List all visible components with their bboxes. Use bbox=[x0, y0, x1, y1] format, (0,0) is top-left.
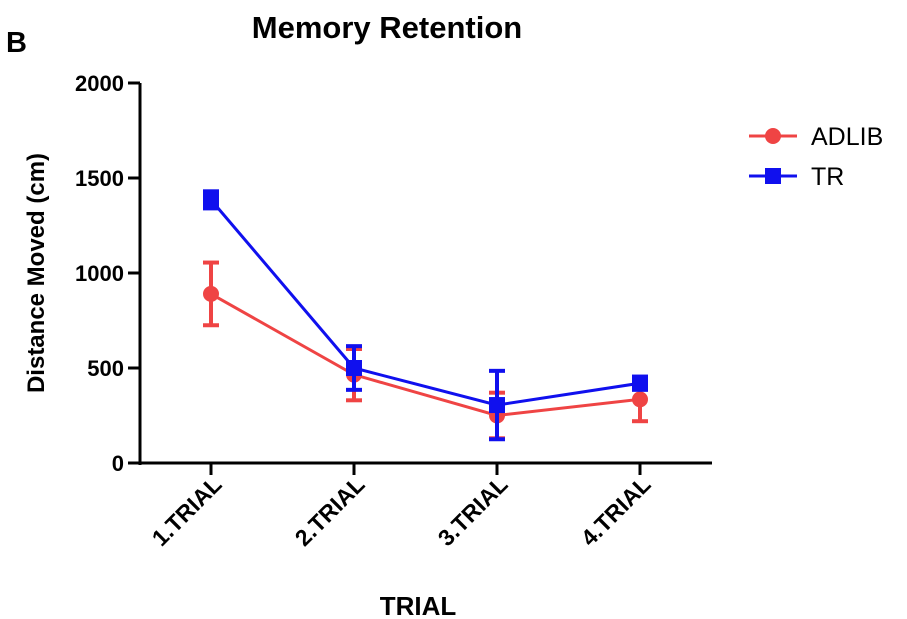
y-axis: 0 500 1000 1500 2000 bbox=[75, 71, 142, 476]
legend-item-tr: TR bbox=[749, 163, 844, 191]
series-line-adlib bbox=[210, 292, 641, 418]
y-tick-label: 2000 bbox=[75, 71, 124, 96]
y-tick-label: 1000 bbox=[75, 261, 124, 286]
y-tick-label: 1500 bbox=[75, 166, 124, 191]
series-adlib bbox=[203, 260, 648, 441]
data-point-adlib bbox=[203, 285, 219, 302]
legend-marker-adlib bbox=[765, 128, 781, 144]
chart-title: Memory Retention bbox=[252, 10, 522, 45]
y-tick-label: 500 bbox=[87, 356, 124, 381]
x-tick-label: 3.TRIAL bbox=[433, 471, 513, 551]
data-point-adlib bbox=[632, 391, 648, 408]
x-tick-label: 1.TRIAL bbox=[147, 471, 227, 551]
legend-item-adlib: ADLIB bbox=[749, 123, 883, 151]
x-axis: 1.TRIAL 2.TRIAL 3.TRIAL 4.TRIAL bbox=[139, 461, 712, 551]
data-point-tr bbox=[346, 360, 362, 376]
legend-label-tr: TR bbox=[811, 163, 844, 191]
legend: ADLIB TR bbox=[749, 123, 883, 191]
x-tick-label: 2.TRIAL bbox=[290, 471, 370, 551]
x-axis-label: TRIAL bbox=[380, 591, 457, 619]
y-tick-label: 0 bbox=[112, 451, 124, 476]
data-point-tr bbox=[203, 191, 219, 208]
series-line-tr bbox=[209, 198, 641, 407]
panel-letter: B bbox=[6, 27, 27, 59]
data-point-tr bbox=[632, 375, 648, 392]
legend-marker-tr bbox=[765, 168, 781, 184]
series-tr bbox=[203, 189, 648, 442]
legend-label-adlib: ADLIB bbox=[811, 123, 883, 151]
y-axis-label: Distance Moved (cm) bbox=[23, 153, 50, 393]
x-tick-label: 4.TRIAL bbox=[576, 471, 656, 551]
data-point-tr bbox=[489, 397, 505, 414]
series-layer bbox=[203, 189, 648, 442]
